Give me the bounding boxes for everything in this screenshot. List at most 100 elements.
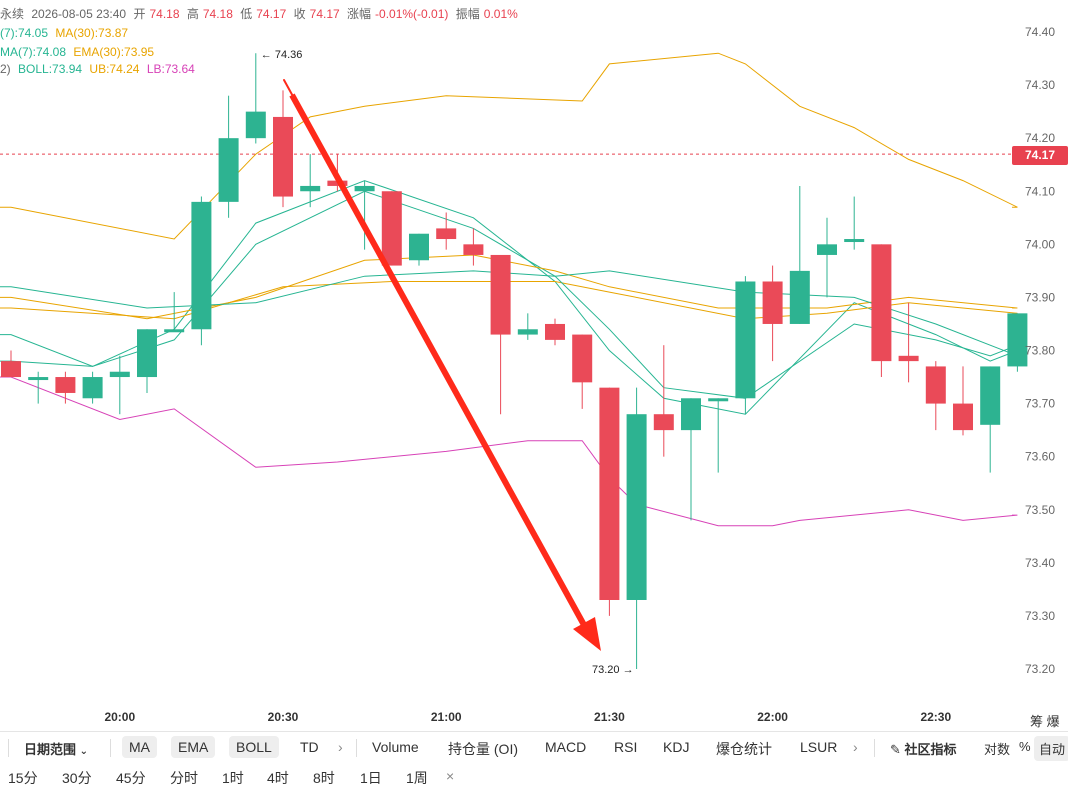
indicator-line-boll_mid: [0, 270, 1018, 357]
indicator-line-ub: [0, 52, 1018, 240]
timeframe-15m[interactable]: 15分: [8, 770, 38, 786]
y-tick-label: 73.30: [1025, 609, 1055, 623]
candle: [953, 366, 973, 436]
side-tools[interactable]: 筹 爆: [1030, 714, 1060, 729]
log-scale-toggle[interactable]: 对数: [984, 742, 1011, 757]
subchart-rsi-button[interactable]: RSI: [614, 739, 638, 755]
candle-body: [871, 244, 892, 362]
indicator-ema-button[interactable]: EMA: [171, 736, 216, 758]
timeframe-1w[interactable]: 1周: [406, 770, 428, 786]
subchart-lsur-button[interactable]: LSUR: [800, 739, 838, 755]
contract-type: 永续: [0, 7, 25, 21]
candle: [653, 345, 674, 457]
x-tick-label: 21:30: [594, 710, 625, 724]
date-range-label: 日期范围: [24, 742, 77, 757]
y-tick-label: 74.40: [1025, 25, 1055, 39]
candle: [817, 217, 837, 298]
x-axis: 20:00 20:30 21:00 21:30 22:00 22:30: [104, 710, 951, 724]
y-tick-label: 73.70: [1025, 397, 1055, 411]
close-label: 收: [293, 7, 306, 21]
price-chart[interactable]: ← 74.36 73.20 → 74.40 74.30 74.20 74.10 74.00…: [0, 0, 1068, 731]
candle: [436, 212, 457, 250]
candle-body: [708, 398, 729, 402]
y-tick-label: 74.00: [1025, 237, 1055, 251]
candle-body: [844, 239, 865, 243]
candle: [300, 154, 321, 208]
candle: [980, 366, 1001, 473]
indicator-td-button[interactable]: TD: [300, 739, 319, 755]
auto-scale-toggle[interactable]: 自动: [1034, 736, 1068, 761]
change-value: -0.01%(-0.01): [375, 7, 449, 21]
date-range-dropdown[interactable]: 日期范围 ⌄: [24, 739, 88, 758]
toolbar-divider: [874, 739, 875, 757]
candle-body: [191, 201, 212, 330]
percent-scale-toggle[interactable]: %: [1019, 739, 1031, 754]
indicator-line-lb: [0, 376, 1018, 527]
toolbar-divider: [110, 739, 111, 757]
chart-overlay: ← 74.36 73.20 →: [261, 49, 634, 676]
candle: [735, 276, 756, 415]
candle: [708, 398, 729, 473]
timeframe-1d[interactable]: 1日: [360, 770, 382, 786]
timeframe-timeline[interactable]: 分时: [170, 770, 198, 786]
toolbar-divider: [8, 739, 9, 757]
subchart-liquidation-button[interactable]: 爆仓统计: [716, 741, 772, 757]
candle-body: [273, 116, 293, 197]
candle: [463, 228, 484, 266]
ema30-value: EMA(30):73.95: [73, 45, 155, 59]
toolbar-divider: [356, 739, 357, 757]
boll-params: 2): [0, 62, 11, 76]
ub-value: UB:74.24: [89, 62, 140, 76]
candle-body: [953, 403, 973, 431]
y-tick-label: 74.30: [1025, 78, 1055, 92]
subchart-volume-button[interactable]: Volume: [372, 739, 419, 755]
subchart-oi-button[interactable]: 持仓量 (OI): [448, 741, 518, 757]
x-tick-label: 21:00: [431, 710, 462, 724]
candle-body: [409, 233, 429, 261]
candle-body: [490, 254, 511, 335]
timeframe-1h[interactable]: 1时: [222, 770, 244, 786]
chevron-right-icon[interactable]: ›: [338, 739, 343, 755]
timeframe-45m[interactable]: 45分: [116, 770, 146, 786]
indicator-line-ema30: [0, 254, 1018, 320]
timeframe-8h[interactable]: 8时: [313, 770, 335, 786]
subchart-macd-button[interactable]: MACD: [545, 739, 587, 755]
ma-info: (7):74.05 MA(30):73.87: [0, 25, 132, 41]
open-value: 74.18: [149, 7, 180, 21]
y-tick-label: 73.20: [1025, 662, 1055, 676]
ma30-value: MA(30):73.87: [55, 26, 129, 40]
candle: [354, 180, 375, 250]
ema7-value: MA(7):74.08: [0, 45, 67, 59]
candle-body: [28, 377, 49, 381]
y-tick-label: 74.20: [1025, 131, 1055, 145]
candle: [409, 233, 429, 266]
timeframe-4h[interactable]: 4时: [267, 770, 289, 786]
amplitude-value: 0.01%: [483, 7, 518, 21]
subchart-kdj-button[interactable]: KDJ: [663, 739, 690, 755]
close-icon[interactable]: ×: [446, 768, 455, 784]
chevron-right-icon[interactable]: ›: [853, 739, 858, 755]
y-tick-label: 73.60: [1025, 450, 1055, 464]
candle: [245, 53, 266, 144]
high-value: 74.18: [202, 7, 233, 21]
candle: [681, 398, 701, 521]
x-tick-label: 22:30: [920, 710, 951, 724]
candle-body: [354, 185, 375, 192]
candle-body: [980, 366, 1001, 425]
indicator-ma-button[interactable]: MA: [122, 736, 157, 758]
max-price-label: ← 74.36: [261, 49, 303, 61]
candle-datetime: 2026-08-05 23:40: [31, 7, 127, 21]
candles: [1, 53, 1028, 669]
current-price-badge: 74.17: [1012, 146, 1068, 165]
indicator-boll-button[interactable]: BOLL: [229, 736, 279, 758]
community-indicators-button[interactable]: ✎ 社区指标: [890, 739, 957, 758]
y-axis: 74.40 74.30 74.20 74.10 74.00 73.90 73.80 73.70…: [1025, 25, 1055, 676]
candle: [273, 90, 293, 208]
candle: [164, 292, 185, 333]
high-label: 高: [186, 7, 199, 21]
timeframe-bar: 15分 30分 45分 分时 1时 4时 8时 1日 1周 ×: [0, 763, 1068, 792]
candle-body: [82, 377, 103, 399]
open-label: 开: [133, 7, 146, 21]
candle: [844, 196, 865, 250]
timeframe-30m[interactable]: 30分: [62, 770, 92, 786]
